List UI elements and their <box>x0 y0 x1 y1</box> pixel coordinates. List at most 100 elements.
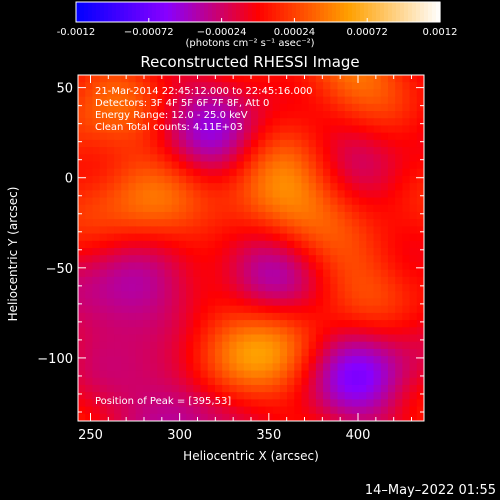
heatmap-cell <box>142 211 151 220</box>
heatmap-cell <box>294 211 302 220</box>
heatmap-cell <box>402 370 411 379</box>
heatmap-cell <box>142 168 151 177</box>
heatmap-cell <box>78 399 86 408</box>
heatmap-cell <box>337 190 346 199</box>
heatmap-cell <box>258 219 266 227</box>
heatmap-cell <box>287 154 295 162</box>
heatmap-cell <box>121 269 129 278</box>
annotation-total-counts: Clean Total counts: 4.11E+03 <box>95 122 243 133</box>
heatmap-cell <box>301 320 310 328</box>
heatmap-cell <box>409 413 418 422</box>
heatmap-cell <box>258 341 266 350</box>
heatmap-cell <box>186 132 194 141</box>
heatmap-cell <box>330 255 338 263</box>
heatmap-cell <box>395 363 403 372</box>
heatmap-cell <box>272 348 281 357</box>
heatmap-cell <box>315 305 324 314</box>
heatmap-cell <box>222 406 230 415</box>
heatmap-cell <box>395 154 403 162</box>
heatmap-cell <box>279 118 288 126</box>
heatmap-cell <box>330 327 338 335</box>
heatmap-cell <box>229 161 238 170</box>
heatmap-cell <box>150 255 158 263</box>
heatmap-cell <box>330 348 338 357</box>
heatmap-cell <box>164 413 173 422</box>
heatmap-cell <box>128 226 137 235</box>
heatmap-cell <box>315 125 324 134</box>
heatmap-cell <box>323 147 331 155</box>
heatmap-cell <box>409 262 418 271</box>
heatmap-cell <box>121 312 129 321</box>
heatmap-cell <box>186 226 194 235</box>
heatmap-cell <box>114 75 122 83</box>
heatmap-cell <box>344 312 353 321</box>
heatmap-cell <box>99 161 108 170</box>
heatmap-cell <box>251 96 259 105</box>
heatmap-cell <box>272 190 281 199</box>
heatmap-cell <box>265 363 274 372</box>
heatmap-cell <box>265 111 274 119</box>
heatmap-cell <box>330 197 338 206</box>
heatmap-cell <box>402 89 411 98</box>
heatmap-cell <box>272 356 281 364</box>
heatmap-cell <box>78 305 86 314</box>
heatmap-cell <box>114 384 122 393</box>
heatmap-cell <box>366 233 375 242</box>
heatmap-cell <box>178 370 187 379</box>
heatmap-cell <box>323 377 331 386</box>
heatmap-cell <box>366 291 375 299</box>
heatmap-cell <box>416 111 425 119</box>
heatmap-cell <box>85 240 93 249</box>
heatmap-cell <box>402 262 411 271</box>
heatmap-cell <box>402 125 411 134</box>
heatmap-cell <box>222 276 230 285</box>
heatmap-cell <box>279 233 288 242</box>
heatmap-cell <box>380 204 389 213</box>
heatmap-cell <box>265 312 274 321</box>
heatmap-cell <box>416 219 425 227</box>
heatmap-cell <box>164 168 173 177</box>
heatmap-cell <box>214 168 223 177</box>
heatmap-cell <box>301 139 310 148</box>
heatmap-cell <box>214 211 223 220</box>
heatmap-cell <box>121 276 129 285</box>
heatmap-cell <box>121 348 129 357</box>
heatmap-cell <box>265 406 274 415</box>
heatmap-cell <box>294 75 302 83</box>
heatmap-cell <box>121 211 129 220</box>
heatmap-cell <box>366 348 375 357</box>
heatmap-cell <box>164 82 173 90</box>
heatmap-cell <box>157 327 165 335</box>
heatmap-cell <box>387 154 396 162</box>
heatmap-cell <box>150 377 158 386</box>
heatmap-cell <box>344 406 353 415</box>
heatmap-cell <box>106 377 115 386</box>
heatmap-cell <box>373 399 382 408</box>
heatmap-cell <box>157 392 165 400</box>
heatmap-cell <box>279 399 288 408</box>
heatmap-cell <box>272 219 281 227</box>
heatmap-cell <box>207 82 216 90</box>
heatmap-cell <box>409 248 418 256</box>
heatmap-cell <box>301 168 310 177</box>
heatmap-cell <box>142 312 151 321</box>
heatmap-cell <box>409 111 418 119</box>
heatmap-cell <box>409 406 418 415</box>
heatmap-cell <box>323 269 331 278</box>
heatmap-cell <box>78 413 86 422</box>
heatmap-cell <box>373 255 382 263</box>
heatmap-cell <box>171 305 180 314</box>
heatmap-cell <box>222 370 230 379</box>
heatmap-cell <box>402 356 411 364</box>
heatmap-cell <box>351 384 360 393</box>
heatmap-cell <box>315 363 324 372</box>
heatmap-cell <box>200 312 209 321</box>
heatmap-cell <box>344 248 353 256</box>
heatmap-cell <box>402 413 411 422</box>
heatmap-cell <box>92 341 101 350</box>
heatmap-cell <box>78 139 86 148</box>
heatmap-cell <box>229 118 238 126</box>
y-tick-label: −100 <box>37 352 73 367</box>
heatmap-cell <box>344 96 353 105</box>
colorbar-unit-label: (photons cm⁻² s⁻¹ asec⁻²) <box>185 38 315 49</box>
